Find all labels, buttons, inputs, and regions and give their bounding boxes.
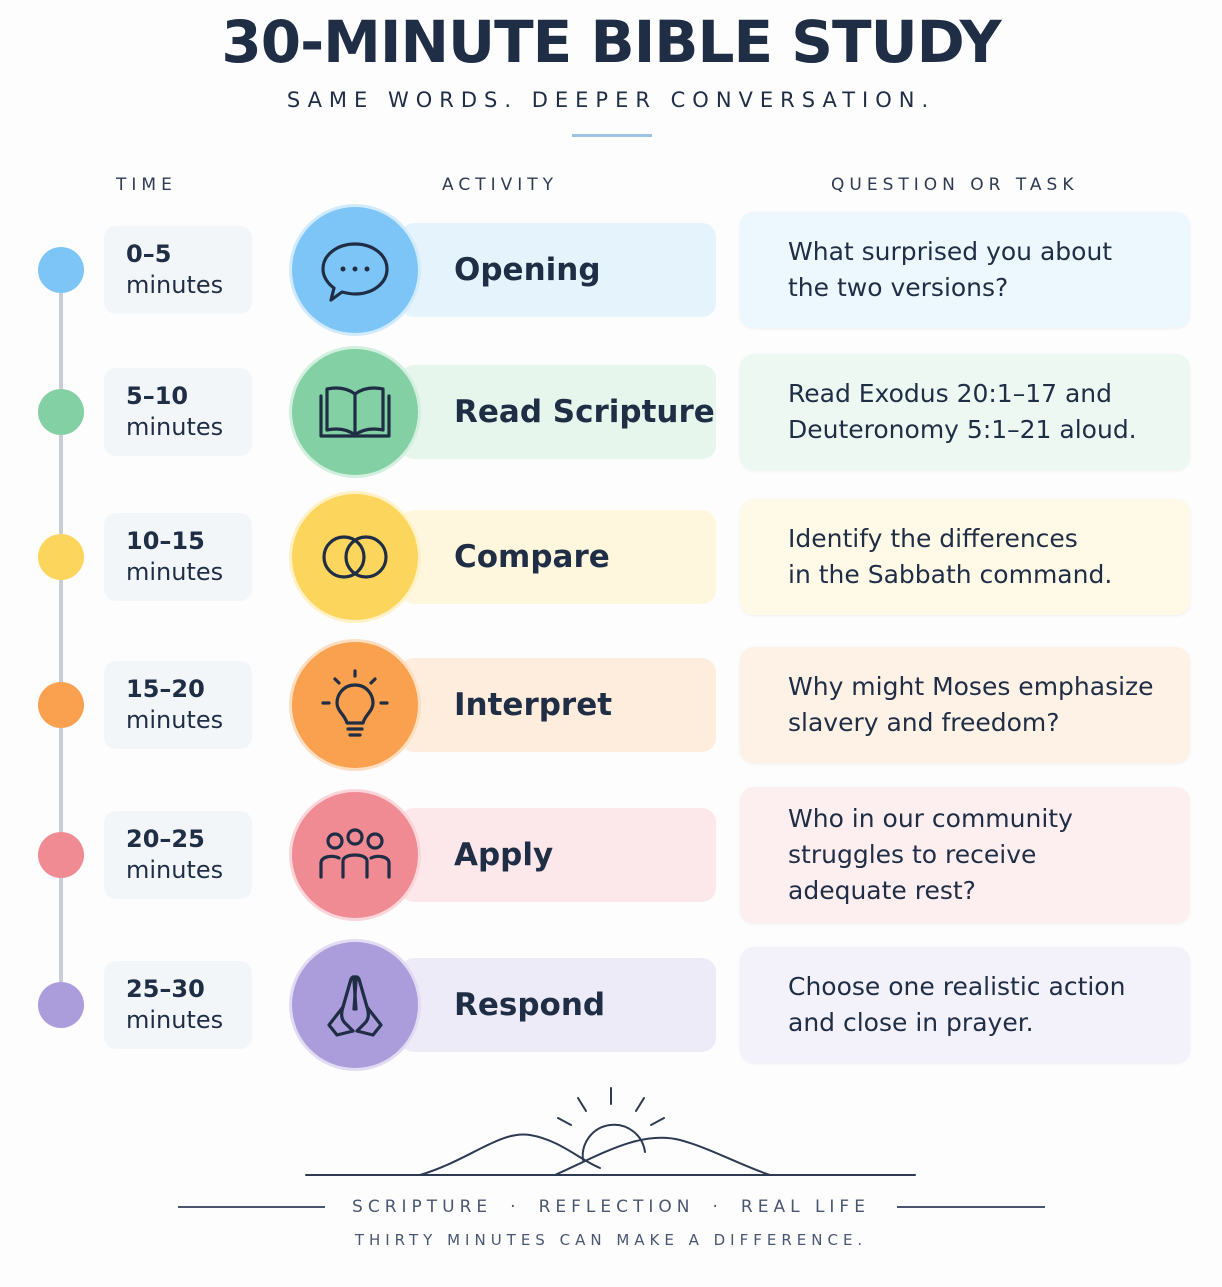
timeline-dot [38, 247, 84, 293]
activity-icon [292, 349, 418, 475]
time-card: 25–30 minutes [104, 961, 252, 1049]
time-card: 10–15 minutes [104, 513, 252, 601]
separator: · [712, 1197, 723, 1217]
column-header: ACTIVITY [442, 175, 559, 195]
time-range: 0–5 [126, 240, 172, 268]
question-line: Who in our community [788, 804, 1073, 833]
question-card: Identify the differences in the Sabbath c… [740, 499, 1190, 615]
footer-line [178, 1206, 325, 1208]
question-line: adequate rest? [788, 876, 976, 905]
timeline-dot [38, 389, 84, 435]
time-card: 15–20 minutes [104, 661, 252, 749]
separator: · [510, 1197, 521, 1217]
activity-icon [292, 494, 418, 620]
time-range: 20–25 [126, 825, 205, 853]
question-card: Choose one realistic action and close in … [740, 947, 1190, 1063]
icon [327, 975, 383, 1037]
question-line: Read Exodus 20:1–17 and [788, 379, 1112, 408]
sunrise-illustration [305, 1087, 916, 1176]
question-card: Why might Moses emphasize slavery and fre… [740, 647, 1190, 763]
icon [319, 386, 391, 438]
tagline: SCRIPTURE · REFLECTION · REAL LIFE [0, 1197, 1222, 1217]
time-card: 5–10 minutes [104, 368, 252, 456]
activity-icon [292, 642, 418, 768]
timeline-connector [59, 580, 63, 682]
column-header: QUESTION OR TASK [831, 175, 1079, 195]
question-line: slavery and freedom? [788, 708, 1060, 737]
divider [572, 134, 652, 137]
time-card: 20–25 minutes [104, 811, 252, 899]
question-line: Choose one realistic action [788, 972, 1126, 1001]
question-line: and close in prayer. [788, 1008, 1034, 1037]
activity-icon [292, 942, 418, 1068]
time-range: 25–30 [126, 975, 205, 1003]
tagline-item: REAL LIFE [740, 1197, 870, 1217]
timeline-connector [59, 435, 63, 534]
timeline-connector [59, 878, 63, 982]
question-line: struggles to receive [788, 840, 1037, 869]
timeline-connector [59, 728, 63, 832]
question-line: Why might Moses emphasize [788, 672, 1154, 701]
activity-icon [292, 792, 418, 918]
title: 30-MINUTE BIBLE STUDY [221, 8, 1001, 76]
time-unit: minutes [126, 413, 224, 441]
timeline-connector [59, 293, 63, 389]
footer-note: THIRTY MINUTES CAN MAKE A DIFFERENCE. [354, 1231, 868, 1249]
question-line: the two versions? [788, 273, 1009, 302]
tagline-item: SCRIPTURE [352, 1197, 493, 1217]
activity-pill: Respond [400, 958, 716, 1052]
question-line: in the Sabbath command. [788, 560, 1113, 589]
question-card: Who in our community struggles to receive… [740, 787, 1190, 923]
tagline-item: REFLECTION [538, 1197, 695, 1217]
question-line: Identify the differences [788, 524, 1078, 553]
time-range: 10–15 [126, 527, 205, 555]
timeline-dot [38, 982, 84, 1028]
activity-pill: Opening [400, 223, 716, 317]
question-card: Read Exodus 20:1–17 and Deuteronomy 5:1–2… [740, 354, 1190, 470]
subtitle: SAME WORDS. DEEPER CONVERSATION. [286, 88, 936, 112]
activity-pill: Interpret [400, 658, 716, 752]
activity-pill: Read Scripture [400, 365, 716, 459]
activity-pill: Compare [400, 510, 716, 604]
time-unit: minutes [126, 558, 224, 586]
question-line: Deuteronomy 5:1–21 aloud. [788, 415, 1137, 444]
icon [321, 669, 389, 737]
icon [319, 828, 391, 879]
question-line: What surprised you about [788, 237, 1113, 266]
question-card: What surprised you about the two versions… [740, 212, 1190, 328]
time-unit: minutes [126, 271, 224, 299]
time-unit: minutes [126, 856, 224, 884]
footer-line [897, 1206, 1045, 1208]
timeline-dot [38, 832, 84, 878]
timeline-dot [38, 534, 84, 580]
time-card: 0–5 minutes [104, 226, 252, 314]
time-unit: minutes [126, 1006, 224, 1034]
time-range: 5–10 [126, 382, 189, 410]
column-header: TIME [116, 175, 177, 195]
time-range: 15–20 [126, 675, 205, 703]
icon [321, 242, 389, 302]
time-unit: minutes [126, 706, 224, 734]
activity-icon [292, 207, 418, 333]
timeline-dot [38, 682, 84, 728]
icon [322, 535, 388, 579]
activity-pill: Apply [400, 808, 716, 902]
